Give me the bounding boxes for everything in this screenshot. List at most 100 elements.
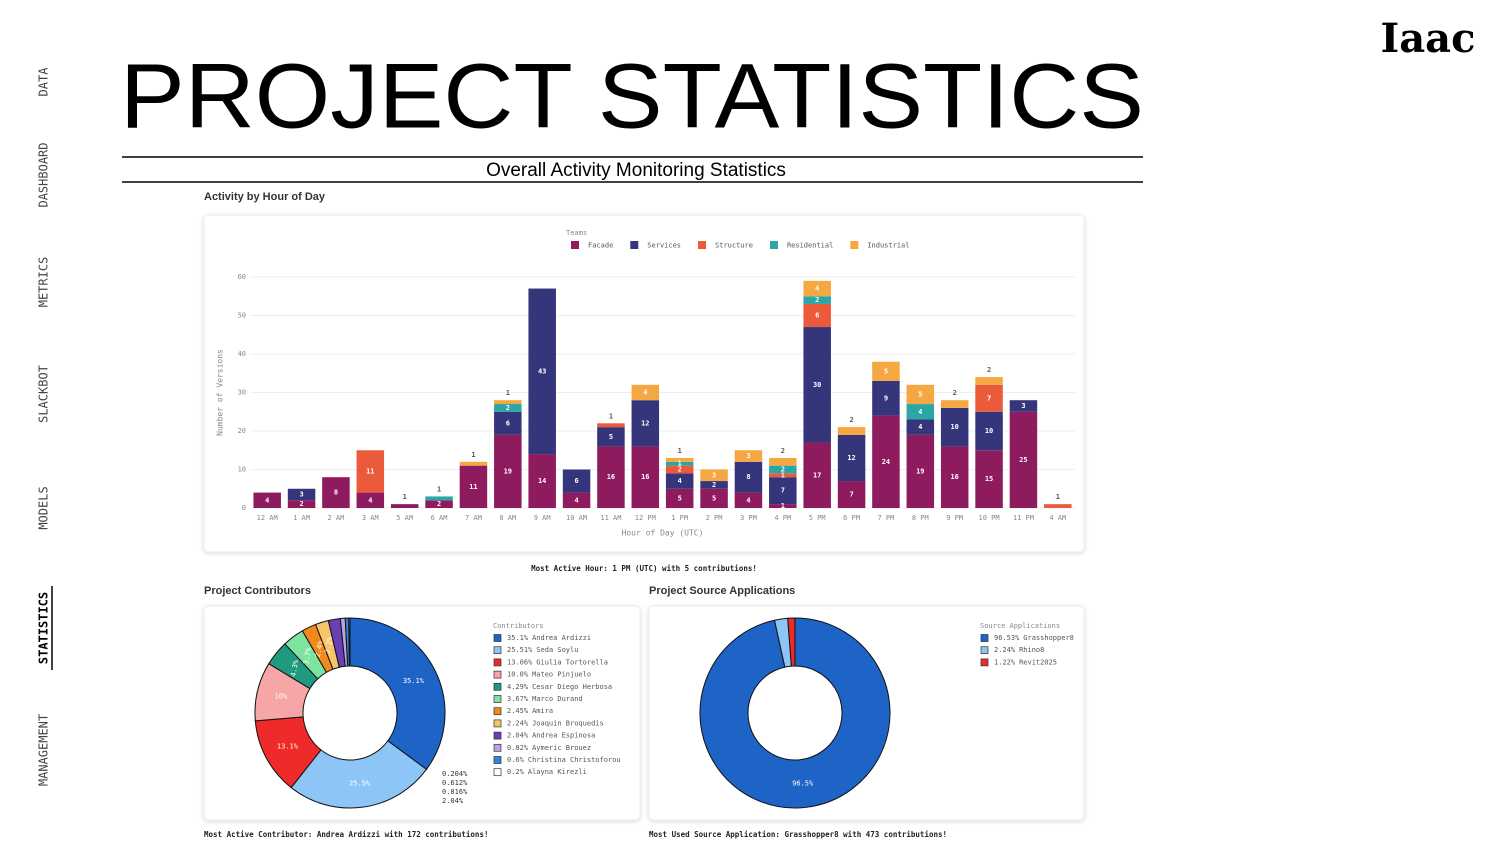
data-label: 2 [987, 366, 991, 374]
data-label: 2 [712, 481, 716, 489]
nav-item[interactable]: SLACKBOT [37, 365, 51, 423]
data-label: 8 [746, 473, 750, 481]
legend-label: Industrial [867, 242, 909, 250]
legend-label: Giulia Tortorella [536, 658, 608, 666]
bar-segment [906, 404, 935, 420]
bar-segment [562, 492, 591, 508]
bar-segment [425, 496, 453, 501]
y-tick-label: 30 [238, 389, 246, 397]
legend-value: 96.53% [994, 634, 1020, 642]
bar-segment [1009, 411, 1038, 508]
legend-swatch [698, 241, 707, 249]
slice-label: 2.4% [314, 639, 325, 658]
legend-swatch [493, 756, 502, 764]
data-label: 2 [781, 466, 785, 474]
bar-segment [287, 488, 316, 501]
data-label: 8 [334, 489, 338, 497]
data-label: 6 [574, 477, 578, 485]
nav-item[interactable]: METRICS [37, 257, 51, 308]
bar-segment [769, 504, 797, 508]
data-label: 2 [815, 296, 819, 304]
bar-segment [665, 465, 694, 474]
bar-segment [287, 500, 316, 508]
data-label: 7 [781, 487, 785, 495]
slice-label: 3.7% [302, 646, 313, 665]
data-label: 30 [813, 381, 821, 389]
legend-value: 0.82% [507, 744, 529, 752]
logo: Iaac [1381, 15, 1476, 62]
data-label: 1 [609, 412, 613, 420]
y-tick-label: 40 [238, 350, 246, 358]
x-tick-label: 9 AM [534, 514, 551, 522]
legend-label: Alayna Kirezli [528, 768, 587, 776]
nav-item[interactable]: STATISTICS [37, 592, 51, 664]
nav-item[interactable]: MANAGEMENT [37, 714, 51, 786]
y-tick-label: 0 [242, 504, 246, 512]
x-tick-label: 12 AM [257, 514, 278, 522]
bar-segment [769, 477, 797, 505]
x-tick-label: 3 PM [740, 514, 757, 522]
data-label: 1 [506, 389, 510, 397]
legend-label: Amira [532, 707, 553, 715]
legend-swatch [493, 768, 502, 777]
legend-value: 0.2% [507, 768, 525, 776]
legend-value: 4.29% [507, 683, 529, 691]
data-label: 4 [918, 408, 922, 416]
legend-swatch [980, 646, 989, 655]
bar-segment [769, 465, 797, 474]
legend-label: Structure [715, 242, 753, 250]
bar-segment [494, 404, 522, 412]
slice-label: 96.5% [792, 780, 814, 788]
data-label: 6 [815, 312, 819, 320]
data-label: 24 [882, 458, 890, 466]
legend-label: Services [647, 242, 681, 250]
data-label: 2 [781, 447, 785, 455]
x-tick-label: 12 PM [635, 514, 656, 522]
bar-segment [1044, 504, 1072, 508]
y-axis-label: Number of Versions [216, 349, 225, 436]
legend-label: Aymeric Brouez [532, 744, 591, 752]
nav-item[interactable]: DATA [37, 67, 51, 97]
data-label: 1 [1056, 493, 1060, 501]
data-label: 19 [916, 467, 924, 475]
slice-label: 2.2% [324, 635, 335, 654]
data-label: 2 [953, 389, 957, 397]
bar-segment [700, 481, 728, 489]
legend-label: Grasshopper8 [1023, 634, 1074, 642]
bar-segment [597, 423, 625, 428]
data-label: 4 [368, 496, 372, 504]
legend-label: Cesar Diego Herbosa [532, 683, 612, 691]
bar-segment [734, 450, 763, 462]
bar-segment [734, 492, 763, 508]
legend-label: Seda Soylu [536, 646, 578, 654]
donut-slice [349, 617, 446, 771]
x-tick-label: 10 PM [979, 514, 1000, 522]
data-label: 3 [712, 471, 716, 479]
legend-swatch [493, 731, 502, 740]
slice-label: 35.1% [403, 677, 425, 685]
bar-segment [975, 411, 1003, 451]
y-tick-label: 20 [238, 427, 246, 435]
x-axis-label: Hour of Day (UTC) [622, 529, 704, 538]
nav-item[interactable]: MODELS [37, 486, 51, 529]
legend-value: 10.0% [507, 671, 529, 679]
y-tick-label: 60 [238, 273, 246, 281]
data-label: 1 [471, 451, 475, 459]
bar-segment [390, 504, 419, 508]
donut-slice [699, 617, 891, 809]
legend-swatch [850, 241, 859, 249]
x-tick-label: 2 PM [706, 514, 723, 522]
bar-segment [322, 477, 350, 508]
bar-segment [494, 400, 522, 405]
legend-label: Joaquin Broquedis [532, 719, 604, 727]
data-label: 4 [815, 285, 819, 293]
x-tick-label: 5 AM [396, 514, 413, 522]
nav-item[interactable]: DASHBOARD [37, 142, 51, 207]
legend-title: Teams [566, 229, 587, 237]
data-label: 4 [746, 496, 750, 504]
bar-segment [253, 492, 281, 508]
data-label: 14 [538, 477, 546, 485]
x-tick-label: 6 PM [843, 514, 860, 522]
data-label: 16 [607, 473, 615, 481]
